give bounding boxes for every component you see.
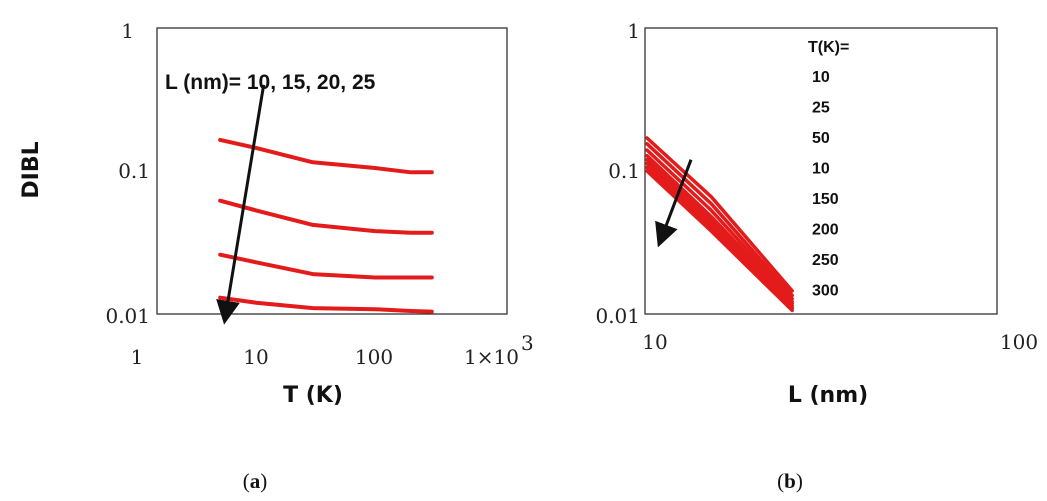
panel-caption-a: (a) [243, 469, 268, 493]
arrow-b [655, 159, 693, 248]
panel-b: 1 0.1 0.01 10 100 L (nm) T(K)= 102550101… [595, 19, 1038, 493]
y-tick-label: 1 [121, 19, 134, 43]
series-line [645, 148, 794, 301]
series-line [645, 161, 794, 308]
legend: 10 25 50 10 150 200 250 300 [812, 69, 839, 300]
x-tick-label: 10 [642, 330, 667, 354]
panel-a: 1 0.1 0.01 1 10 100 1×10 3 T (K) DIBL L … [19, 19, 534, 493]
y-tick-label: 0.01 [595, 304, 640, 328]
series-line [645, 169, 794, 313]
x-axis-label: L (nm) [788, 383, 868, 408]
y-axis-label: DIBL [19, 141, 44, 198]
x-tick-label: 100 [355, 345, 393, 369]
legend-item: 150 [812, 191, 839, 208]
series-line [218, 252, 434, 280]
x-tick-label: 10 [243, 345, 268, 369]
legend-item: 10 [812, 69, 830, 86]
series-line [645, 153, 794, 304]
legend-item: 300 [812, 283, 839, 300]
plot-frame-b [644, 27, 998, 315]
legend-item: 200 [812, 222, 839, 239]
series-line [645, 165, 794, 310]
x-tick-superscript: 3 [521, 331, 534, 355]
legend-item: 250 [812, 252, 839, 269]
y-tick-label: 1 [627, 19, 640, 43]
y-tick-label: 0.1 [118, 159, 150, 183]
x-tick-label: 1×10 [464, 345, 519, 369]
series-line [645, 142, 794, 298]
arrow-a [216, 84, 266, 325]
legend-item: 50 [812, 130, 830, 147]
panel-caption-b: (b) [777, 469, 803, 493]
series-group-a [218, 137, 434, 314]
y-tick-label: 0.1 [608, 159, 640, 183]
x-tick-label: 100 [1000, 330, 1038, 354]
series-group-b [645, 136, 794, 313]
legend-item: 25 [812, 100, 830, 117]
series-line [218, 295, 434, 314]
legend-item: 10 [812, 161, 830, 178]
series-line [645, 136, 794, 293]
plot-frame-a [156, 27, 508, 315]
series-line [218, 198, 434, 235]
x-axis-label: T (K) [283, 383, 343, 408]
series-line [218, 137, 434, 175]
legend-title: T(K)= [808, 39, 849, 56]
series-line [645, 157, 794, 306]
annotation-text: L (nm)= 10, 15, 20, 25 [165, 71, 376, 94]
y-tick-label: 0.01 [105, 304, 150, 328]
x-tick-label: 1 [131, 345, 144, 369]
